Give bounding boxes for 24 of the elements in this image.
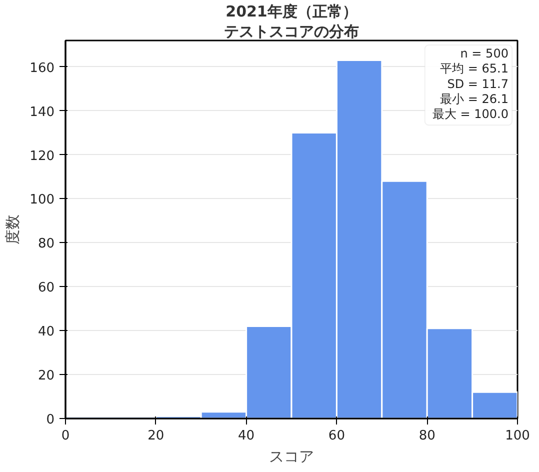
y-tick-label: 140 [30,104,55,120]
y-tick-label: 80 [38,236,55,252]
x-tick-label: 40 [238,428,255,444]
chart-subtitle: テストスコアの分布 [224,22,359,40]
annotation: 最大 = 100.0 [432,107,508,122]
x-tick-label: 100 [505,428,530,444]
y-tick-label: 160 [30,60,55,76]
annotation: n = 500 [460,46,508,61]
x-tick-label: 20 [148,428,164,444]
y-tick-label: 100 [30,192,55,208]
y-tick-label: 60 [38,280,55,296]
x-axis-title: スコア [269,448,314,466]
y-tick-label: 120 [30,148,55,164]
x-tick-label: 60 [328,428,345,444]
y-tick-label: 20 [38,368,55,384]
y-tick-label: 0 [46,412,55,428]
x-tick-label: 80 [418,428,436,444]
annotation: 平均 = 65.1 [440,62,508,76]
x-tick-label: 0 [61,428,70,444]
y-tick-label: 40 [38,324,55,340]
y-axis-title: 度数 [4,214,22,244]
annotation: 最小 = 26.1 [440,92,508,106]
chart-title: 2021年度（正常） [226,2,358,20]
annotation: SD = 11.7 [447,76,508,91]
